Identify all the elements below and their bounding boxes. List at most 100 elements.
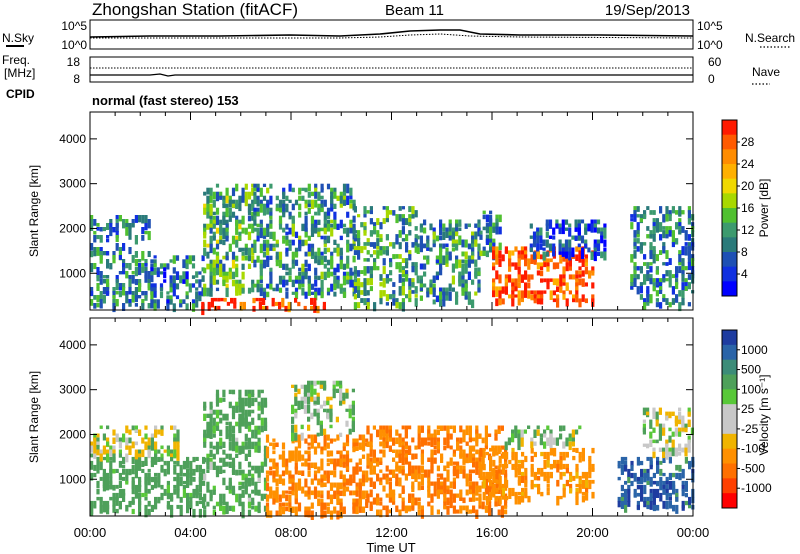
power-echo-cell-2: [247, 263, 252, 269]
velocity-echo-cell-5: [376, 497, 380, 506]
power-echo-cell-10: [684, 242, 688, 246]
velocity-echo-cell-6: [533, 451, 537, 458]
velocity-echo-cell-6: [495, 471, 499, 480]
power-echo-cell-5: [401, 258, 405, 263]
power-echo-cell-3: [285, 223, 289, 230]
velocity-echo-cell-0: [189, 504, 193, 510]
velocity-echo-cell-4: [303, 392, 307, 399]
velocity-echo-cell-6: [517, 475, 521, 484]
nave-tick-top: 60: [708, 55, 722, 69]
velocity-echo-cell-5: [436, 465, 440, 472]
velocity-echo-cell-3: [272, 478, 276, 483]
power-echo-cell-3: [253, 219, 257, 226]
velocity-echo-cell-7: [517, 433, 521, 441]
velocity-echo-cell-5: [401, 497, 405, 502]
power-echo-cell-2: [231, 279, 236, 287]
velocity-echo-cell-2: [247, 425, 252, 432]
power-echo-cell-3: [285, 251, 289, 257]
velocity-echo-cell-0: [102, 484, 106, 492]
power-echo-cell-6: [445, 227, 449, 233]
power-echo-cell-3: [320, 235, 324, 240]
power-echo-cell-2: [231, 187, 236, 197]
power-echo-cell-3: [314, 267, 318, 276]
velocity-cbar-segment: [722, 404, 737, 420]
power-echo-cell-3: [314, 227, 318, 234]
power-echo-cell-5: [379, 282, 383, 287]
velocity-cbar-tick-label: 500: [741, 363, 761, 377]
power-echo-cell-3: [349, 203, 353, 209]
velocity-echo-cell-4: [307, 404, 311, 414]
velocity-echo-cell-5: [475, 497, 479, 501]
power-echo-cell-5: [360, 298, 364, 303]
velocity-echo-cell-5: [494, 469, 498, 473]
power-echo-cell-3: [339, 203, 343, 208]
power-echo-cell-5: [363, 246, 367, 250]
velocity-echo-cell-3: [361, 442, 366, 452]
power-echo-cell-2: [228, 207, 232, 217]
velocity-echo-cell-6: [585, 471, 589, 478]
power-echo-cell-3: [282, 263, 286, 270]
power-echo-cell-5: [414, 286, 418, 294]
velocity-echo-cell-6: [581, 451, 585, 462]
power-echo-cell-4: [313, 305, 317, 313]
velocity-echo-cell-0: [198, 500, 202, 505]
power-echo-cell-3: [288, 239, 292, 244]
power-echo-cell-5: [363, 258, 367, 262]
power-echo-cell-2: [244, 199, 248, 207]
power-echo-cell-8: [527, 274, 531, 282]
power-echo-cell-9: [584, 243, 588, 249]
velocity-echo-cell-0: [198, 492, 202, 501]
power-echo-cell-3: [317, 231, 321, 237]
velocity-echo-cell-2: [212, 425, 216, 434]
x-tick-labels: 00:00 04:00 08:00 12:00 16:00 20:00 00:00: [74, 525, 710, 540]
velocity-cbar-tick-label: -25: [741, 422, 759, 436]
power-echo-cell-3: [339, 251, 343, 256]
power-echo-cell-6: [448, 219, 452, 225]
power-echo-cell-3: [330, 191, 334, 199]
velocity-echo-cell-5: [478, 433, 482, 439]
power-echo-cell-2: [251, 283, 255, 293]
power-echo-cell-5: [389, 210, 393, 215]
velocity-echo-cell-4: [351, 400, 355, 407]
velocity-echo-cell-9: [681, 447, 685, 453]
power-echo-cell-0: [99, 299, 103, 309]
velocity-echo-cell-3: [285, 470, 289, 475]
velocity-echo-cell-5: [456, 461, 460, 468]
velocity-echo-cell-5: [465, 481, 469, 487]
velocity-echo-cell-3: [294, 466, 298, 475]
velocity-echo-cell-6: [562, 463, 566, 470]
power-echo-cell-2: [228, 215, 232, 222]
power-echo-cell-3: [282, 239, 286, 244]
velocity-echo-cell-3: [320, 510, 324, 519]
power-echo-cell-5: [405, 234, 409, 242]
velocity-echo-cell-0: [131, 484, 135, 495]
velocity-echo-cell-5: [468, 445, 472, 455]
power-echo-cell-0: [128, 247, 132, 255]
power-echo-cell-10: [643, 302, 647, 311]
velocity-echo-cell-8: [659, 492, 663, 502]
velocity-echo-cell-1: [93, 453, 97, 459]
velocity-echo-cell-3: [269, 490, 273, 499]
velocity-echo-cell-9: [687, 419, 691, 427]
velocity-echo-cell-2: [251, 417, 255, 425]
velocity-echo-cell-5: [388, 489, 392, 494]
power-echo-cell-3: [278, 275, 283, 285]
velocity-cbar-segment: [722, 419, 737, 435]
power-echo-cell-9: [603, 231, 607, 239]
velocity-echo-cell-5: [433, 445, 437, 450]
power-echo-cell-3: [301, 267, 305, 274]
power-echo-cell-10: [662, 242, 666, 250]
velocity-echo-cell-9: [671, 447, 675, 457]
power-echo-cell-7: [479, 250, 483, 257]
velocity-echo-cell-2: [231, 445, 236, 452]
power-echo-cell-2: [206, 195, 210, 205]
power-echo-cell-3: [278, 219, 283, 225]
velocity-echo-cell-5: [382, 429, 386, 435]
velocity-echo-cell-0: [179, 508, 183, 517]
velocity-echo-cell-5: [382, 437, 386, 446]
power-echo-cell-0: [109, 227, 113, 237]
velocity-echo-cell-7: [517, 437, 521, 443]
velocity-echo-cell-5: [430, 465, 434, 474]
power-echo-cell-6: [477, 247, 481, 253]
